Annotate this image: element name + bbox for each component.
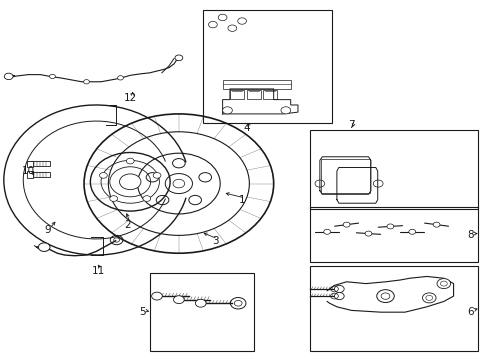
Bar — [28, 161, 50, 166]
Circle shape — [83, 80, 89, 84]
Circle shape — [334, 293, 344, 300]
Text: 12: 12 — [123, 93, 137, 103]
Bar — [263, 90, 276, 99]
Circle shape — [208, 21, 217, 28]
Text: 8: 8 — [467, 230, 473, 240]
Circle shape — [281, 107, 290, 114]
Text: 5: 5 — [139, 307, 145, 317]
Text: 10: 10 — [21, 166, 35, 176]
Circle shape — [38, 243, 50, 251]
Circle shape — [436, 279, 450, 289]
Text: 3: 3 — [212, 236, 218, 246]
Circle shape — [432, 222, 439, 227]
Circle shape — [234, 300, 242, 306]
Circle shape — [323, 229, 330, 234]
Circle shape — [199, 173, 211, 182]
Circle shape — [4, 73, 13, 80]
Circle shape — [49, 74, 55, 78]
Circle shape — [172, 158, 185, 168]
Bar — [309, 266, 477, 351]
Text: 11: 11 — [92, 266, 105, 276]
Circle shape — [188, 195, 201, 205]
Text: 7: 7 — [347, 120, 354, 130]
Circle shape — [119, 174, 141, 190]
Text: 6: 6 — [467, 307, 473, 317]
Circle shape — [100, 172, 107, 178]
Circle shape — [380, 293, 389, 299]
Bar — [27, 161, 32, 167]
Bar — [222, 80, 290, 89]
Circle shape — [386, 224, 393, 229]
Bar — [28, 172, 50, 177]
Bar — [27, 171, 32, 178]
Bar — [246, 90, 260, 99]
Circle shape — [195, 299, 205, 307]
Bar — [149, 273, 254, 351]
Bar — [321, 158, 369, 193]
Circle shape — [153, 172, 161, 178]
Polygon shape — [326, 276, 453, 312]
Circle shape — [218, 14, 226, 21]
Circle shape — [222, 107, 232, 114]
Circle shape — [117, 76, 123, 80]
Text: 9: 9 — [44, 225, 51, 235]
Circle shape — [142, 196, 150, 201]
Text: 1: 1 — [238, 195, 245, 204]
Text: 4: 4 — [243, 123, 250, 133]
Bar — [309, 130, 477, 208]
Circle shape — [334, 285, 344, 293]
Circle shape — [173, 296, 184, 303]
Circle shape — [343, 222, 349, 227]
Circle shape — [237, 18, 246, 24]
Circle shape — [109, 196, 117, 201]
Bar — [229, 90, 243, 99]
Circle shape — [408, 229, 415, 234]
Bar — [203, 10, 331, 123]
Circle shape — [146, 173, 159, 182]
Circle shape — [165, 174, 192, 194]
Text: 2: 2 — [124, 220, 131, 230]
Circle shape — [126, 158, 134, 164]
Circle shape — [227, 25, 236, 31]
Circle shape — [151, 292, 162, 300]
Bar — [309, 207, 477, 262]
Circle shape — [422, 293, 435, 303]
Circle shape — [365, 231, 371, 236]
Circle shape — [156, 195, 168, 205]
Circle shape — [175, 55, 183, 61]
